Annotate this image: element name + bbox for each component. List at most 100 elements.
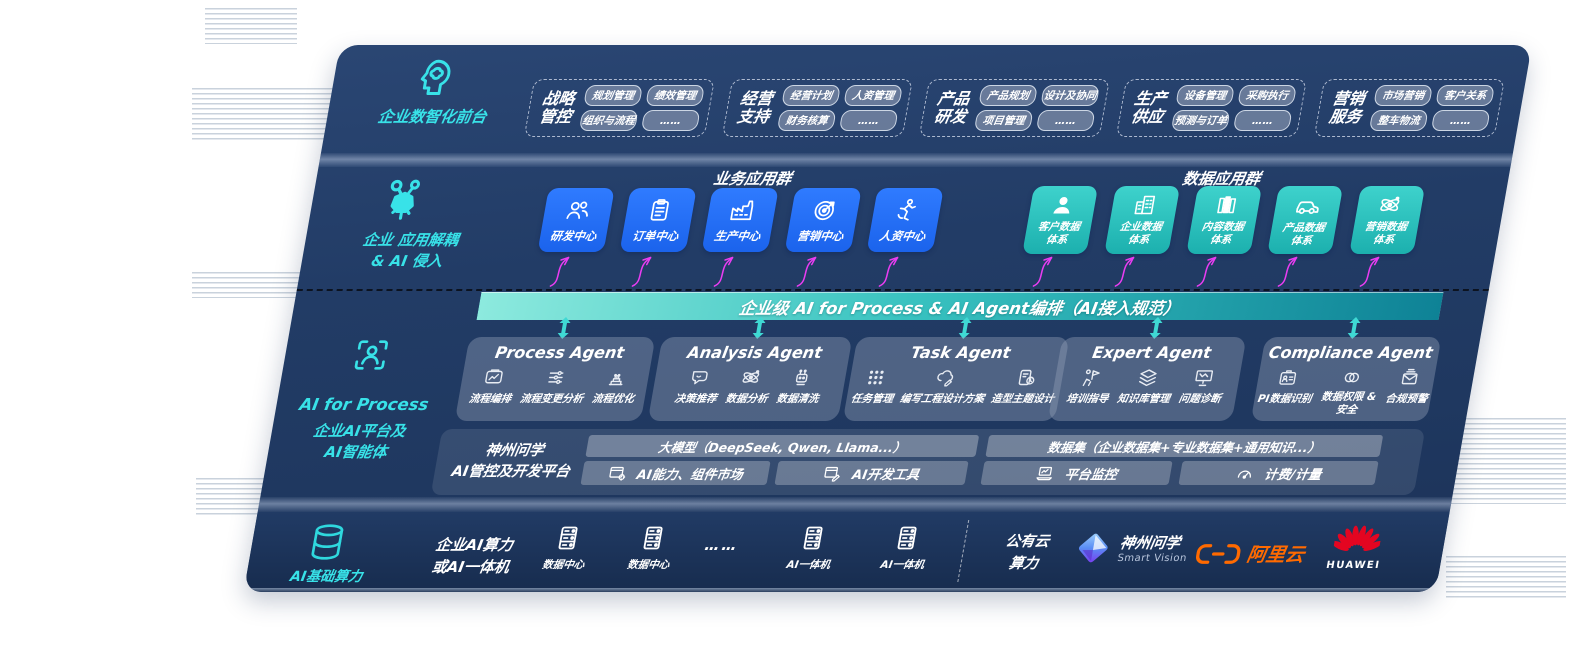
box-rd-center: 研发中心 xyxy=(537,188,615,252)
box-label: 内容数据体系 xyxy=(1200,220,1245,246)
monitor-laptop-icon xyxy=(1034,464,1056,483)
chip: …… xyxy=(1430,110,1491,131)
person-scan-icon xyxy=(348,335,395,375)
chip: …… xyxy=(640,110,701,131)
factory-icon xyxy=(727,197,758,223)
cell-label: AI能力、组件市场 xyxy=(635,467,744,483)
box-label: 产品数据体系 xyxy=(1281,221,1326,247)
cell-label: 平台监控 xyxy=(1063,467,1119,483)
magenta-arrow xyxy=(1194,253,1226,289)
box-label: 营销数据体系 xyxy=(1363,220,1408,246)
decision-chat-icon xyxy=(687,367,712,388)
agent-item-label: 流程优化 xyxy=(591,393,636,405)
magenta-arrow xyxy=(547,253,579,289)
ai-market-cell: AI能力、组件市场 xyxy=(580,461,771,485)
box-marketing-data: 营销数据体系 xyxy=(1349,186,1426,254)
monitoring-cell: 平台监控 xyxy=(980,461,1173,485)
agent-title: Expert Agent xyxy=(1090,343,1213,362)
compute-label-1: 企业AI算力 xyxy=(434,536,515,554)
pi-idcard-icon xyxy=(1276,367,1301,388)
ai-platform-label-1: 企业AI平台及 xyxy=(311,422,408,440)
chip: 组织与流程 xyxy=(578,110,639,131)
expert-agent-box: Expert Agent 培训指导 知识库管理 问题诊断 xyxy=(1047,337,1247,421)
brain-icon xyxy=(410,55,462,99)
knowledge-stack-icon xyxy=(1135,367,1160,388)
double-arrow-icon xyxy=(1345,317,1363,339)
smart-vision-name: 神州问学 xyxy=(1118,534,1182,552)
diagnosis-board-icon xyxy=(1191,367,1216,388)
box-label: 研发中心 xyxy=(549,228,598,243)
data-analysis-icon xyxy=(738,367,763,388)
flow-change-icon xyxy=(543,367,568,388)
node-label: 数据中心 xyxy=(626,559,671,571)
user-icon xyxy=(1049,193,1077,217)
agent-title: Analysis Agent xyxy=(685,343,824,362)
group-strategy: 战略管控 规划管理 绩效管理 组织与流程 …… xyxy=(523,79,716,137)
chip: 设计及协同 xyxy=(1040,85,1100,106)
flow-edit-icon xyxy=(482,367,507,388)
agent-title: Process Agent xyxy=(493,343,626,362)
huawei-wordmark: HUAWEI xyxy=(1325,560,1382,571)
magenta-arrow xyxy=(876,253,908,289)
chip: 客户关系 xyxy=(1435,85,1495,106)
magenta-arrow xyxy=(794,253,826,289)
node-label: AI一体机 xyxy=(879,559,926,571)
agent-item-label: 合规预警 xyxy=(1384,393,1429,405)
group-operation: 经营支持 经营计划 人资管理 财务核算 …… xyxy=(721,79,914,137)
chip: 经营计划 xyxy=(781,85,841,106)
agent-item-label: 数据权限 & 安全 xyxy=(1320,391,1378,416)
agent-item-label: 数据清洗 xyxy=(775,393,820,405)
layer-edge xyxy=(318,153,1513,167)
box-label: 订单中心 xyxy=(631,228,680,243)
server-icon xyxy=(637,524,670,552)
box-marketing-center: 营销中心 xyxy=(784,188,862,252)
database-icon xyxy=(304,522,351,562)
chip: …… xyxy=(838,110,899,131)
node-ai-appliance-2: AI一体机 xyxy=(866,524,944,572)
box-order-center: 订单中心 xyxy=(619,188,697,252)
permission-rings-icon xyxy=(1340,367,1365,388)
gauge-icon xyxy=(1234,464,1256,483)
agent-item-label: 任务管理 xyxy=(850,393,895,405)
ai-platform-band: AI for Process 企业AI平台及 AI智能体 Process Age… xyxy=(260,319,1483,497)
box-label: 生产中心 xyxy=(713,228,762,243)
decoupling-label-2: & AI 侵入 xyxy=(369,252,444,270)
ai-platform-label-2: AI智能体 xyxy=(323,443,389,461)
aliyun-bracket-icon xyxy=(1193,543,1243,565)
chip: 整车物流 xyxy=(1368,110,1429,131)
group-title: 营销服务 xyxy=(1327,88,1367,126)
double-arrow-icon xyxy=(750,317,768,339)
front-office-label: 企业数智化前台 xyxy=(376,108,489,126)
node-datacenter-2: 数据中心 xyxy=(612,524,690,572)
group-product: 产品研发 产品规划 设计及协同 项目管理 …… xyxy=(918,79,1111,137)
box-content-data: 内容数据体系 xyxy=(1186,186,1263,254)
chip: …… xyxy=(1035,110,1096,131)
app-decoupling-band: 企业 应用解耦 & AI 侵入 业务应用群 研发中心 订单中心 生产中心 营销中… xyxy=(296,167,1510,292)
agent-title: Compliance Agent xyxy=(1267,343,1435,362)
agent-item-label: 决策推荐 xyxy=(673,393,718,405)
infrastructure-band: AI基础算力 企业AI算力 或AI一体机 数据中心 数据中心 …… AI一体机 … xyxy=(243,512,1450,592)
magenta-arrow xyxy=(1030,253,1062,289)
flow-optimize-icon xyxy=(605,367,630,388)
training-icon xyxy=(1079,367,1104,388)
node-label: 数据中心 xyxy=(541,559,586,571)
node-ai-appliance-1: AI一体机 xyxy=(772,524,850,572)
double-arrow-icon xyxy=(555,317,573,339)
cloud-write-icon xyxy=(934,367,959,388)
atom-icon xyxy=(1376,193,1404,217)
halftone-stripes xyxy=(192,88,342,140)
box-label: 人资中心 xyxy=(878,228,927,243)
process-agent-box: Process Agent 流程编排 流程变更分析 流程优化 xyxy=(454,337,656,421)
agent-title: Task Agent xyxy=(909,343,1013,362)
billing-cell: 计费/计量 xyxy=(1178,461,1379,485)
double-arrow-icon xyxy=(956,317,974,339)
molecule-icon xyxy=(377,177,431,223)
chip: 市场营销 xyxy=(1373,85,1433,106)
nodes-ellipsis: …… xyxy=(703,536,741,554)
task-agent-box: Task Agent 任务管理 编写工程设计方案 造型主题设计 xyxy=(842,337,1070,421)
component-market-icon xyxy=(606,464,628,483)
smart-vision-logo-icon xyxy=(1070,528,1117,568)
group-title: 生产供应 xyxy=(1129,88,1169,126)
box-label: 客户数据体系 xyxy=(1036,220,1081,246)
huawei-flower-icon xyxy=(1332,522,1384,558)
